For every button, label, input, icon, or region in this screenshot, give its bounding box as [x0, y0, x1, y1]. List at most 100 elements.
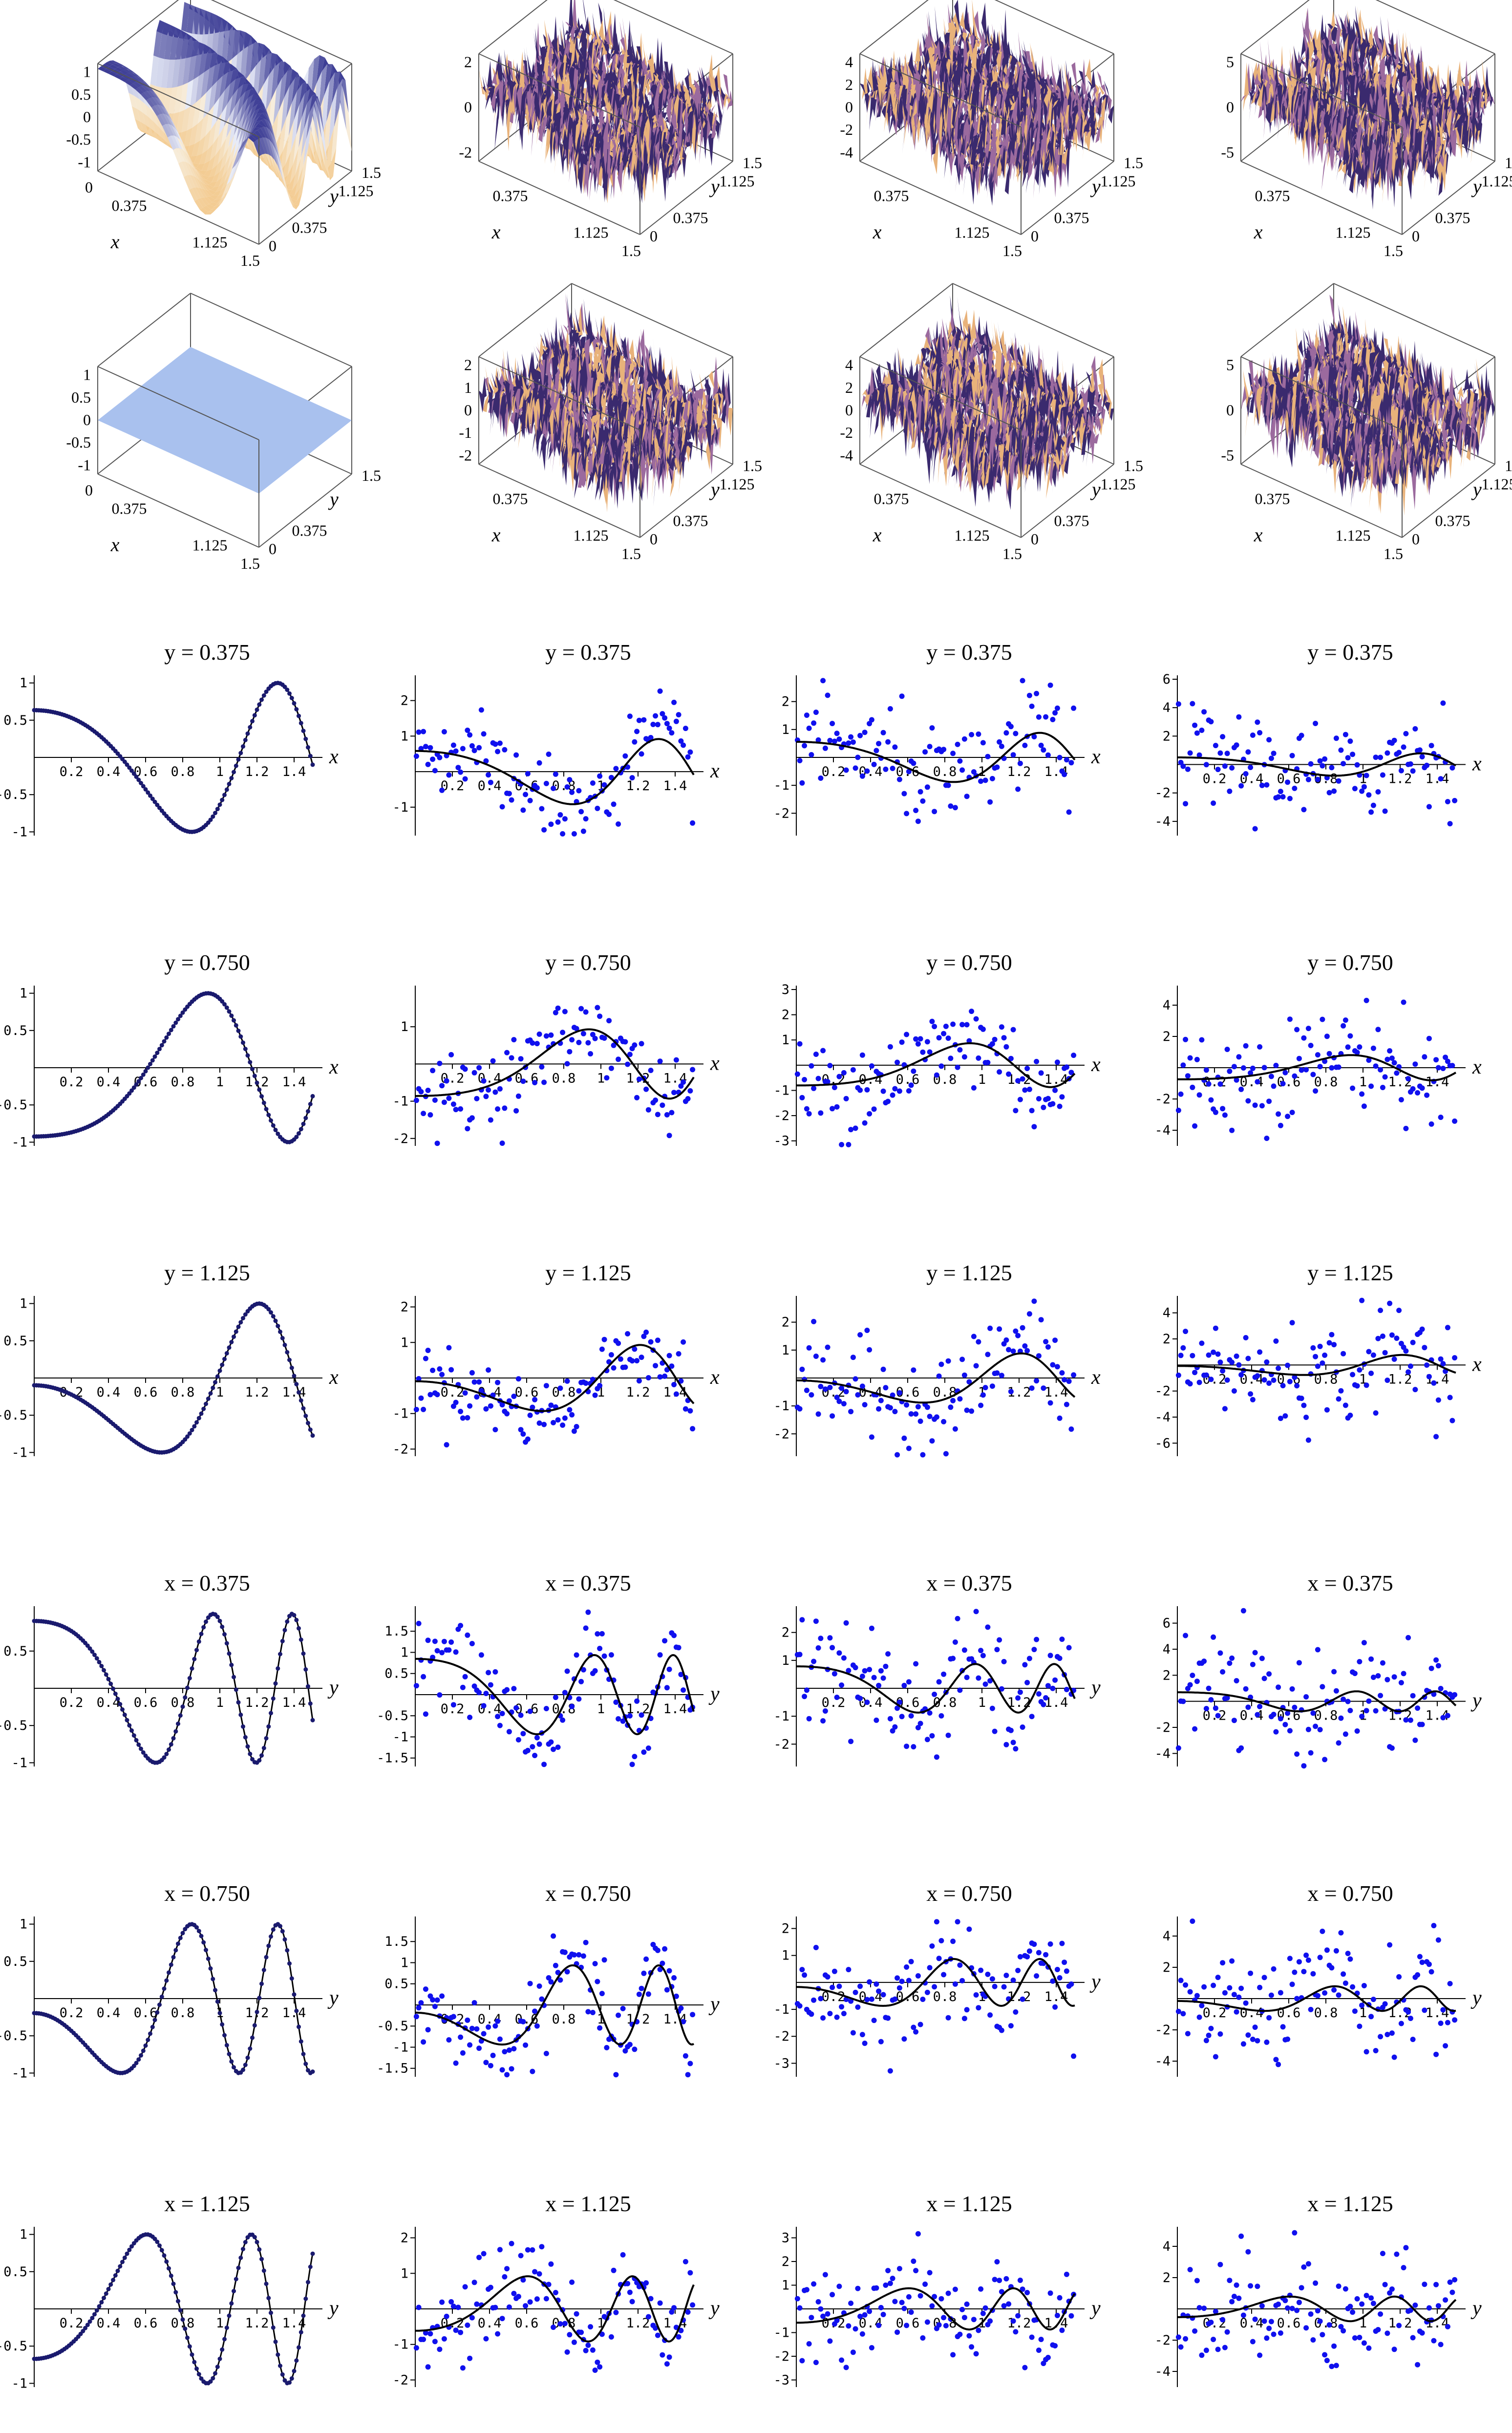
data-point [955, 1064, 960, 1070]
data-point [1401, 2265, 1406, 2271]
data-point [450, 1403, 456, 1409]
data-point [553, 771, 558, 777]
data-point [620, 2252, 626, 2258]
x-tick-label: 0.6 [515, 2316, 539, 2331]
data-point [294, 2358, 299, 2363]
x-axis-label: x [710, 1366, 720, 1389]
data-point [1278, 1122, 1283, 1128]
data-point [643, 2280, 649, 2286]
data-point [585, 2009, 591, 2015]
data-point [1231, 1064, 1237, 1070]
data-point [1208, 1697, 1214, 1702]
fitted-curve [415, 1344, 695, 1412]
data-point [492, 741, 498, 747]
data-point [585, 2342, 591, 2348]
data-point [632, 739, 638, 745]
data-point [539, 2244, 545, 2250]
data-point [201, 1406, 206, 1411]
data-point [546, 1975, 552, 1981]
data-point [1029, 2334, 1035, 2340]
data-point [869, 717, 874, 723]
data-point [1208, 1377, 1214, 1382]
data-point [437, 754, 443, 760]
data-point [120, 1707, 125, 1712]
data-point [906, 769, 912, 775]
data-point [297, 713, 301, 718]
data-point [527, 1412, 533, 1418]
data-point [867, 1979, 873, 1985]
data-point [167, 2266, 171, 2271]
data-point [999, 1373, 1004, 1378]
slice-plot-5-2: x = 0.7501.510.5-0.5-1-1.50.20.40.60.811… [377, 1881, 720, 2078]
data-point [797, 758, 803, 763]
plot-title: y = 0.750 [164, 950, 250, 975]
data-point [450, 742, 456, 748]
data-point [297, 1131, 301, 1136]
data-point [815, 1645, 821, 1651]
data-point [471, 748, 477, 754]
data-point [1008, 1055, 1014, 1061]
z-tick-label: 0 [464, 98, 472, 116]
data-point [655, 722, 660, 728]
data-point [238, 1034, 243, 1039]
data-point [450, 1101, 456, 1107]
y-tick-label: 0.5 [384, 1977, 408, 1992]
data-point [97, 2304, 102, 2309]
data-point [580, 1953, 586, 1959]
data-point [629, 1358, 635, 1364]
data-point [180, 1704, 185, 1709]
data-point [266, 1307, 271, 1312]
data-point [287, 2380, 292, 2385]
plot-title: y = 0.375 [164, 640, 250, 665]
box-edge [97, 366, 259, 440]
x-tick-label: 0.6 [1277, 2005, 1301, 2021]
data-point [143, 787, 148, 792]
data-point [625, 1061, 631, 1067]
data-point [1227, 2278, 1233, 2283]
data-point [815, 2299, 821, 2304]
x-axis-label: y [1470, 2297, 1482, 2320]
data-point [1296, 1959, 1302, 1965]
y-tick-label: 1.5 [362, 164, 381, 181]
data-point [1361, 2340, 1367, 2346]
data-point [413, 1098, 419, 1103]
data-point [880, 1992, 886, 1998]
data-point [1234, 742, 1239, 748]
x-tick-label: 0.2 [60, 1695, 84, 1710]
data-point [1050, 1101, 1056, 1107]
data-point [1017, 1689, 1023, 1695]
data-point [423, 2330, 428, 2336]
data-point [534, 785, 540, 791]
data-point [1268, 755, 1274, 761]
data-point [486, 1367, 491, 1373]
data-point [1398, 1097, 1404, 1102]
plot-title: x = 0.750 [545, 1881, 631, 1906]
data-point [1317, 1727, 1323, 1733]
data-point [1192, 2328, 1198, 2334]
data-point [527, 797, 533, 803]
data-point [208, 2379, 213, 2384]
data-point [234, 1329, 238, 1334]
data-point [1252, 1650, 1258, 1656]
data-point [548, 1739, 554, 1745]
data-point [576, 788, 582, 794]
data-point [432, 2339, 438, 2345]
data-point [1238, 2233, 1244, 2239]
data-point [682, 1406, 688, 1412]
data-point [799, 780, 805, 786]
data-point [1213, 743, 1218, 749]
data-point [1050, 1685, 1056, 1691]
data-point [167, 1747, 171, 1752]
data-point [1059, 1940, 1065, 1946]
data-point [1183, 1982, 1189, 1988]
data-point [525, 771, 531, 776]
data-point [592, 1035, 598, 1041]
data-point [597, 1646, 603, 1651]
data-point [955, 1615, 960, 1621]
data-point [261, 1100, 266, 1105]
data-point [308, 754, 313, 758]
x-tick-label: 0.2 [60, 764, 84, 779]
data-point [190, 1666, 194, 1671]
data-point [164, 1978, 169, 1983]
data-point [227, 1345, 232, 1350]
